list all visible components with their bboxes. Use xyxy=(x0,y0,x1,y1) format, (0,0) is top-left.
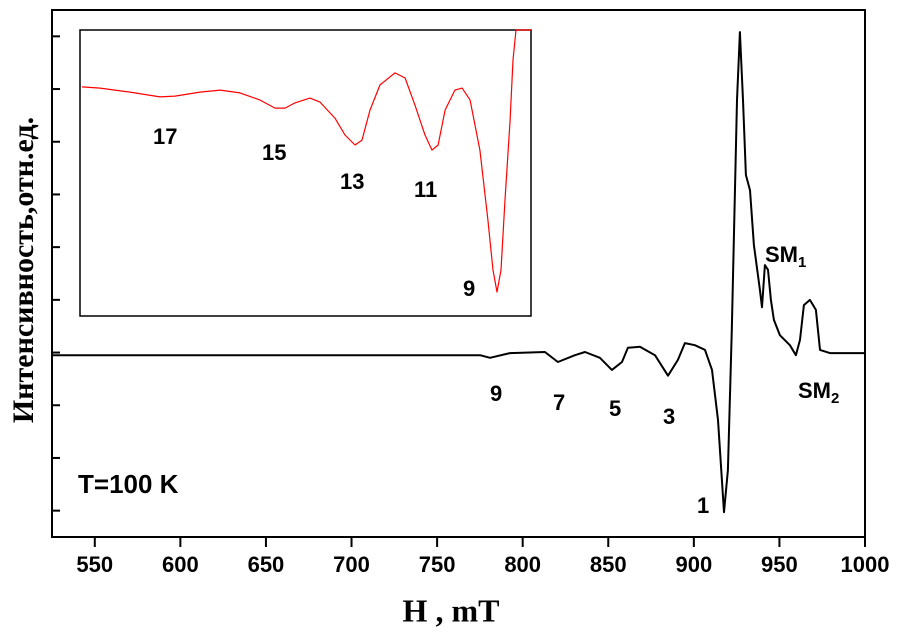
annotation: 7 xyxy=(553,390,565,415)
annotation: 13 xyxy=(340,169,364,194)
x-tick-label: 850 xyxy=(590,552,627,577)
annotation-text: SM xyxy=(798,378,831,403)
annotation-text: 9 xyxy=(490,381,502,406)
annotation-text: 9 xyxy=(463,276,475,301)
x-tick-label: 750 xyxy=(419,552,456,577)
annotation: 9 xyxy=(490,381,502,406)
annotation: SM1 xyxy=(765,242,806,271)
x-tick-label: 800 xyxy=(504,552,541,577)
annotation: 5 xyxy=(609,396,621,421)
annotation: 1 xyxy=(697,493,709,518)
annotation-text: 3 xyxy=(663,404,675,429)
x-tick-label: 700 xyxy=(333,552,370,577)
annotation: 9 xyxy=(463,276,475,301)
annotation: 15 xyxy=(262,140,286,165)
annotation-text: 15 xyxy=(262,140,286,165)
x-tick-label: 550 xyxy=(76,552,113,577)
annotation-text: 1 xyxy=(697,493,709,518)
x-tick-label: 900 xyxy=(675,552,712,577)
x-tick-label: 1000 xyxy=(841,552,890,577)
annotation-text: 11 xyxy=(414,177,437,202)
annotation-text: 7 xyxy=(553,390,565,415)
annotation-text: 17 xyxy=(153,124,177,149)
x-tick-label: 600 xyxy=(162,552,199,577)
annotation: T=100 K xyxy=(78,469,179,499)
annotation-subscript: 1 xyxy=(798,254,806,271)
annotation-text: SM xyxy=(765,242,798,267)
y-axis-label: Интенсивность,отн.ед. xyxy=(7,117,40,423)
annotation-text: 5 xyxy=(609,396,621,421)
plot-frame xyxy=(51,9,866,538)
annotation: 11 xyxy=(414,177,437,202)
annotation: 17 xyxy=(153,124,177,149)
inset-frame xyxy=(79,29,532,317)
annotation: SM2 xyxy=(798,378,839,407)
data-line xyxy=(52,31,865,514)
data-line xyxy=(81,29,531,293)
x-axis-label: H , mT xyxy=(403,592,500,628)
annotation-text: 13 xyxy=(340,169,364,194)
annotation: 3 xyxy=(663,404,675,429)
annotation-text: T=100 K xyxy=(78,469,179,499)
annotation-subscript: 2 xyxy=(831,390,839,407)
x-tick-label: 950 xyxy=(761,552,798,577)
x-tick-label: 650 xyxy=(248,552,285,577)
